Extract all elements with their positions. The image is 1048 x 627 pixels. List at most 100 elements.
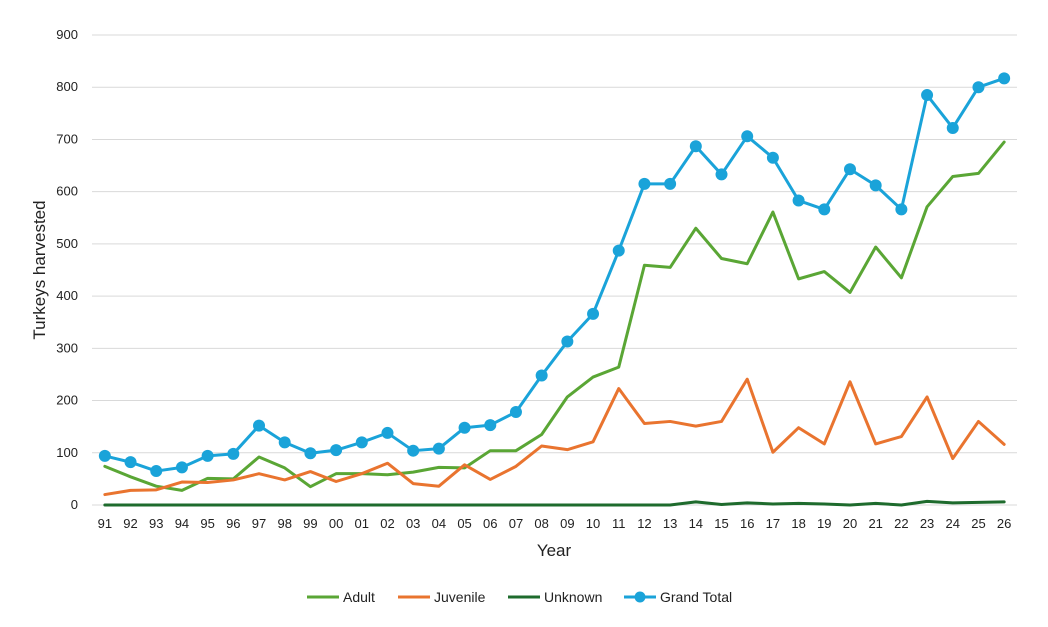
data-point-grand-total — [741, 130, 754, 143]
data-point-grand-total — [946, 121, 959, 134]
data-point-grand-total — [535, 369, 548, 382]
x-tick-label: 12 — [637, 516, 651, 531]
data-point-grand-total — [638, 177, 651, 190]
x-tick-label: 02 — [380, 516, 394, 531]
series-unknown — [103, 499, 1006, 507]
x-tick-label: 10 — [586, 516, 600, 531]
data-point-grand-total — [972, 81, 985, 94]
x-tick-label: 07 — [509, 516, 523, 531]
y-tick-label: 400 — [56, 288, 78, 303]
x-tick-label: 96 — [226, 516, 240, 531]
data-point-grand-total — [818, 203, 831, 216]
x-tick-label: 91 — [98, 516, 112, 531]
data-point-grand-total — [201, 449, 214, 462]
x-tick-label: 08 — [534, 516, 548, 531]
x-tick-label: 06 — [483, 516, 497, 531]
data-point-grand-total — [458, 421, 471, 434]
series-line-grand-total — [103, 76, 1006, 473]
series-line-adult — [103, 140, 1006, 492]
legend: Adult Juvenile Unknown Grand Total — [307, 589, 732, 605]
legend-item-juvenile: Juvenile — [398, 589, 486, 605]
x-tick-label: 11 — [612, 516, 626, 531]
data-point-grand-total — [278, 436, 291, 449]
y-tick-label: 300 — [56, 340, 78, 355]
x-tick-label: 92 — [123, 516, 137, 531]
x-tick-label: 19 — [817, 516, 831, 531]
series-grand-total — [98, 72, 1011, 478]
data-point-grand-total — [124, 456, 137, 469]
data-point-grand-total — [381, 426, 394, 439]
x-tick-label: 15 — [714, 516, 728, 531]
data-point-grand-total — [715, 168, 728, 181]
x-tick-label: 97 — [252, 516, 266, 531]
y-tick-label: 500 — [56, 236, 78, 251]
data-point-grand-total — [998, 72, 1011, 85]
x-tick-label: 16 — [740, 516, 754, 531]
y-tick-label: 600 — [56, 184, 78, 199]
data-point-grand-total — [843, 163, 856, 176]
y-tick-label: 100 — [56, 445, 78, 460]
x-tick-label: 22 — [894, 516, 908, 531]
x-tick-label: 99 — [303, 516, 317, 531]
x-tick-label: 95 — [200, 516, 214, 531]
data-point-grand-total — [612, 244, 625, 257]
data-point-grand-total — [407, 444, 420, 457]
data-point-grand-total — [587, 307, 600, 320]
series-juvenile — [103, 377, 1006, 497]
x-tick-label: 17 — [766, 516, 780, 531]
legend-item-grand-total: Grand Total — [624, 589, 732, 605]
data-point-grand-total — [664, 177, 677, 190]
data-point-grand-total — [175, 461, 188, 474]
legend-label: Unknown — [544, 589, 602, 605]
series-line-juvenile — [103, 377, 1006, 497]
x-tick-label: 23 — [920, 516, 934, 531]
legend-item-adult: Adult — [307, 589, 375, 605]
legend-label: Adult — [343, 589, 375, 605]
series-line-unknown — [103, 499, 1006, 507]
data-point-grand-total — [253, 419, 266, 432]
data-point-grand-total — [895, 203, 908, 216]
y-tick-label: 0 — [71, 497, 78, 512]
legend-label: Grand Total — [660, 589, 732, 605]
data-point-grand-total — [561, 335, 574, 348]
data-point-grand-total — [689, 140, 702, 153]
y-tick-labels: 0 100 200 300 400 500 600 700 800 900 — [56, 27, 78, 512]
data-point-grand-total — [355, 436, 368, 449]
data-point-grand-total — [432, 442, 445, 455]
x-tick-label: 03 — [406, 516, 420, 531]
x-tick-label: 18 — [791, 516, 805, 531]
x-tick-label: 93 — [149, 516, 163, 531]
data-point-grand-total — [227, 447, 240, 460]
x-tick-label: 01 — [355, 516, 369, 531]
x-tick-labels: 91 92 93 94 95 96 97 98 99 00 01 02 03 04 05 06 07 08 09 10… — [98, 516, 1012, 531]
series-layer — [98, 72, 1011, 507]
x-tick-label: 94 — [175, 516, 189, 531]
legend-label: Juvenile — [434, 589, 486, 605]
x-tick-label: 20 — [843, 516, 857, 531]
grid-layer — [92, 34, 1017, 506]
data-point-grand-total — [509, 406, 522, 419]
data-point-grand-total — [921, 89, 934, 102]
data-point-grand-total — [330, 444, 343, 457]
y-tick-label: 900 — [56, 27, 78, 42]
x-axis-title: Year — [537, 541, 572, 560]
x-tick-label: 04 — [432, 516, 446, 531]
x-tick-label: 21 — [868, 516, 882, 531]
y-tick-label: 800 — [56, 79, 78, 94]
x-tick-label: 00 — [329, 516, 343, 531]
legend-marker — [634, 591, 646, 603]
data-point-grand-total — [150, 465, 163, 478]
data-point-grand-total — [869, 179, 882, 192]
data-point-grand-total — [766, 151, 779, 164]
x-tick-label: 25 — [971, 516, 985, 531]
data-point-grand-total — [484, 419, 497, 432]
y-tick-label: 700 — [56, 131, 78, 146]
x-tick-label: 98 — [277, 516, 291, 531]
y-tick-label: 200 — [56, 393, 78, 408]
data-point-grand-total — [98, 449, 111, 462]
x-tick-label: 09 — [560, 516, 574, 531]
legend-item-unknown: Unknown — [508, 589, 602, 605]
y-axis-title: Turkeys harvested — [30, 200, 49, 339]
